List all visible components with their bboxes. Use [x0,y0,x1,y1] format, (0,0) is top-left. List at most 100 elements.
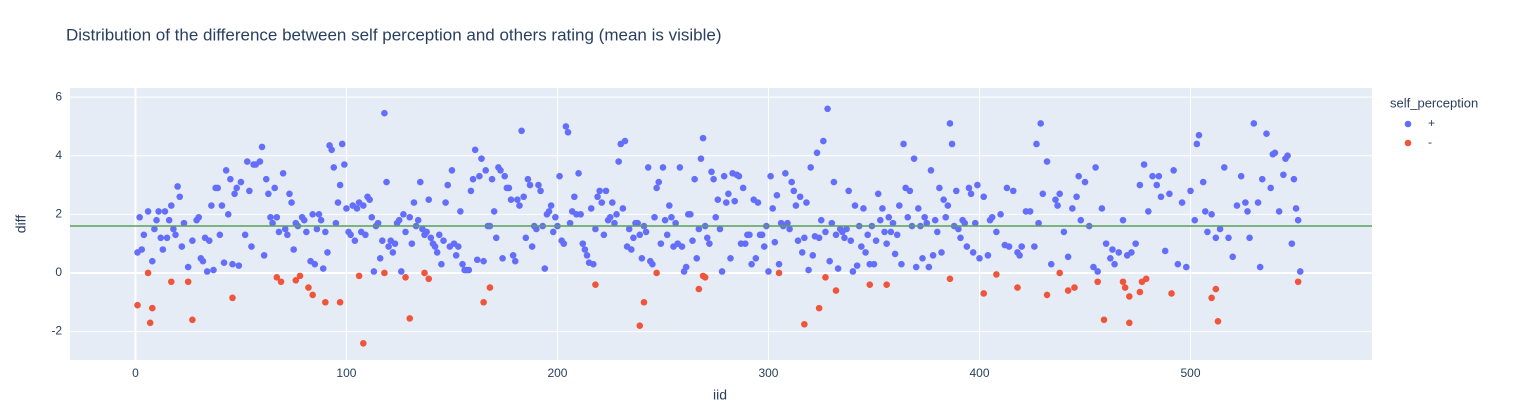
data-point [921,213,928,221]
data-point [1092,164,1099,171]
data-point [153,216,160,224]
data-point [425,196,433,203]
data-point [841,234,848,242]
data-point [735,172,743,180]
data-point [796,193,804,201]
data-point [1142,275,1150,283]
data-point [184,278,192,286]
data-point [423,228,430,236]
data-point [980,193,988,201]
data-point [376,254,384,262]
data-point [813,149,821,157]
data-point [505,184,513,192]
data-point [980,290,988,297]
data-point [815,304,823,312]
data-point [379,237,386,245]
data-point [374,219,382,227]
data-point [144,208,152,215]
data-point [651,213,658,221]
y-tick-label: 6 [55,89,62,103]
data-point [172,231,179,239]
data-point [587,205,595,212]
data-point [636,322,644,330]
data-point [775,260,783,268]
data-point [1193,140,1201,148]
data-point [971,219,979,227]
data-point [697,155,705,162]
data-point [1052,196,1059,203]
data-point [1170,167,1177,174]
data-point [993,228,1000,236]
x-tick-label: 500 [1181,366,1201,380]
data-point [986,216,994,224]
data-point [927,167,935,174]
data-point [465,266,473,274]
data-point [402,274,409,281]
data-point [155,208,162,215]
data-point [1212,285,1220,293]
data-point [942,213,950,221]
data-point [853,262,861,269]
data-point [912,263,920,271]
data-point [936,184,943,192]
data-point [134,301,141,309]
data-point [1294,216,1302,224]
data-point [611,219,618,227]
data-point [1214,318,1222,325]
data-point [906,187,914,195]
data-point [520,193,527,201]
data-point [822,228,829,236]
data-point [203,268,211,275]
data-point [1174,260,1182,268]
data-point [216,231,224,239]
data-point [467,187,475,195]
data-point [1187,187,1194,195]
data-point [208,202,215,209]
data-point [948,140,956,148]
data-point [1149,172,1156,180]
data-point [355,272,363,280]
data-point [511,257,519,265]
data-point [279,169,287,177]
data-point [877,216,884,224]
data-point [904,213,912,221]
data-point [260,252,268,259]
data-point [457,208,464,215]
data-point [828,219,836,227]
data-point [1128,249,1135,256]
legend-title: self_perception [1390,95,1478,110]
data-point [1126,293,1133,300]
data-point [1102,240,1110,247]
data-point [486,284,494,291]
data-point [273,274,281,281]
data-point [1031,243,1038,250]
data-point [910,155,918,162]
data-point [237,178,245,186]
data-point [1056,269,1063,277]
data-point [398,268,405,275]
data-point [433,249,441,256]
data-point [210,266,217,274]
data-point [716,225,724,233]
data-point [1256,263,1264,271]
data-point [353,205,361,212]
chart-title: Distribution of the difference between s… [66,25,722,44]
data-point [328,146,335,154]
data-point [229,260,236,268]
data-point [1161,247,1169,255]
data-point [644,164,652,171]
data-point [727,254,734,262]
data-point [442,199,449,206]
data-point [678,243,686,250]
data-point [874,190,882,198]
data-point [657,240,665,247]
data-point [315,211,323,218]
data-point [144,269,152,277]
data-point [767,172,774,180]
data-point [1168,290,1175,297]
data-point [334,199,342,206]
data-point [522,234,530,242]
data-point [615,158,622,165]
data-point [596,187,603,195]
data-point [140,231,148,239]
